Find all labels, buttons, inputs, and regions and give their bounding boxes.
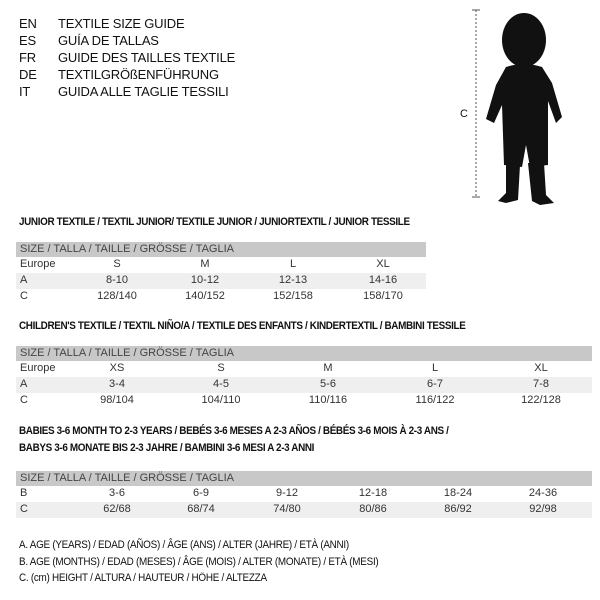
cell: 12-13: [278, 274, 308, 286]
cell: 4-5: [213, 378, 229, 390]
cell: 128/140: [97, 290, 137, 302]
table-row: A 8-10 10-12 12-13 14-16: [16, 273, 426, 289]
cell: XL: [376, 258, 390, 270]
cell: 3-6: [109, 487, 125, 499]
row-label: A: [20, 378, 28, 390]
table-header: SIZE / TALLA / TAILLE / GRÖSSE / TAGLIA: [20, 472, 234, 484]
cell: 104/110: [201, 394, 241, 406]
lang-title: GUÍA DE TALLAS: [58, 33, 159, 48]
cell: 110/116: [308, 394, 348, 406]
cell: 8-10: [105, 274, 129, 286]
cell: 24-36: [528, 487, 558, 499]
cell: 68/74: [187, 503, 215, 515]
cell: 86/92: [444, 503, 472, 515]
lang-code: ES: [19, 33, 36, 48]
legend-c: C. (cm) HEIGHT / ALTURA / HAUTEUR / HÖHE…: [19, 572, 267, 584]
table-row: C 62/68 68/74 74/80 80/86 86/92 92/98: [16, 502, 592, 518]
cell: 14-16: [368, 274, 398, 286]
table-header: SIZE / TALLA / TAILLE / GRÖSSE / TAGLIA: [20, 243, 234, 255]
cell: 122/128: [521, 394, 561, 406]
cell: 140/152: [185, 290, 225, 302]
cell: L: [289, 258, 297, 270]
junior-size-table: SIZE / TALLA / TAILLE / GRÖSSE / TAGLIA …: [16, 242, 426, 305]
row-label: C: [20, 290, 28, 302]
cell: 92/98: [529, 503, 557, 515]
lang-code: FR: [19, 50, 36, 65]
cell: L: [431, 362, 439, 374]
cell: 98/104: [100, 394, 134, 406]
cell: 62/68: [103, 503, 131, 515]
cell: XL: [534, 362, 548, 374]
lang-title: GUIDE DES TAILLES TEXTILE: [58, 50, 236, 65]
cell: 158/170: [363, 290, 403, 302]
cell: 152/158: [273, 290, 313, 302]
table-row: Europe S M L XL: [16, 257, 426, 273]
child-silhouette-icon: [472, 9, 562, 205]
lang-code: DE: [19, 67, 37, 82]
cell: 5-6: [320, 378, 336, 390]
cell: 74/80: [273, 503, 301, 515]
cell: 3-4: [109, 378, 125, 390]
row-label: Europe: [20, 362, 56, 374]
legend-a: A. AGE (YEARS) / EDAD (AÑOS) / ÂGE (ANS)…: [19, 539, 349, 551]
cell: 116/122: [415, 394, 455, 406]
cell: S: [217, 362, 225, 374]
table-row: C 128/140 140/152 152/158 158/170: [16, 289, 426, 305]
lang-code: EN: [19, 16, 37, 31]
junior-title: JUNIOR TEXTILE / TEXTIL JUNIOR/ TEXTILE …: [19, 216, 410, 228]
babies-title-line2: BABYS 3-6 MONATE BIS 2-3 JAHRE / BAMBINI…: [19, 442, 315, 454]
measure-label: C: [460, 108, 468, 120]
lang-title: GUIDA ALLE TAGLIE TESSILI: [58, 84, 229, 99]
cell: M: [200, 258, 210, 270]
lang-code: IT: [19, 84, 31, 99]
lang-title: TEXTILGRÖßENFÜHRUNG: [58, 67, 219, 82]
children-size-table: SIZE / TALLA / TAILLE / GRÖSSE / TAGLIA …: [16, 346, 592, 409]
row-label: C: [20, 503, 28, 515]
table-row: C 98/104 104/110 110/116 116/122 122/128: [16, 393, 592, 409]
babies-title-line1: BABIES 3-6 MONTH TO 2-3 YEARS / BEBÉS 3-…: [19, 425, 449, 437]
cell: 7-8: [533, 378, 549, 390]
cell: S: [113, 258, 121, 270]
cell: M: [323, 362, 333, 374]
children-title: CHILDREN'S TEXTILE / TEXTIL NIÑO/A / TEX…: [19, 320, 466, 332]
cell: 6-7: [427, 378, 443, 390]
row-label: C: [20, 394, 28, 406]
table-header: SIZE / TALLA / TAILLE / GRÖSSE / TAGLIA: [20, 347, 234, 359]
cell: 12-18: [358, 487, 388, 499]
cell: 10-12: [190, 274, 220, 286]
cell: 6-9: [193, 487, 209, 499]
legend-b: B. AGE (MONTHS) / EDAD (MESES) / ÂGE (MO…: [19, 556, 379, 568]
cell: XS: [109, 362, 125, 374]
cell: 80/86: [359, 503, 387, 515]
row-label: Europe: [20, 258, 56, 270]
babies-size-table: SIZE / TALLA / TAILLE / GRÖSSE / TAGLIA …: [16, 471, 592, 518]
row-label: B: [20, 487, 28, 499]
cell: 18-24: [443, 487, 473, 499]
table-row: Europe XS S M L XL: [16, 361, 592, 377]
table-row: A 3-4 4-5 5-6 6-7 7-8: [16, 377, 592, 393]
row-label: A: [20, 274, 28, 286]
cell: 9-12: [275, 487, 299, 499]
lang-title: TEXTILE SIZE GUIDE: [58, 16, 185, 31]
table-row: B 3-6 6-9 9-12 12-18 18-24 24-36: [16, 486, 592, 502]
